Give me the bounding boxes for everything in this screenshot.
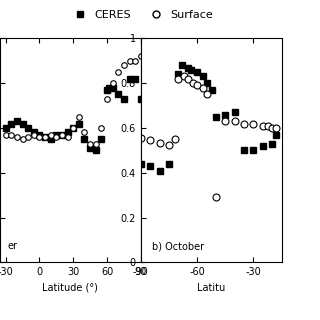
X-axis label: Latitude (°): Latitude (°) [43, 283, 98, 293]
Legend: CERES, Surface: CERES, Surface [64, 5, 217, 24]
X-axis label: Latitu: Latitu [197, 283, 225, 293]
Text: er: er [7, 241, 17, 251]
Text: b) October: b) October [152, 241, 204, 251]
